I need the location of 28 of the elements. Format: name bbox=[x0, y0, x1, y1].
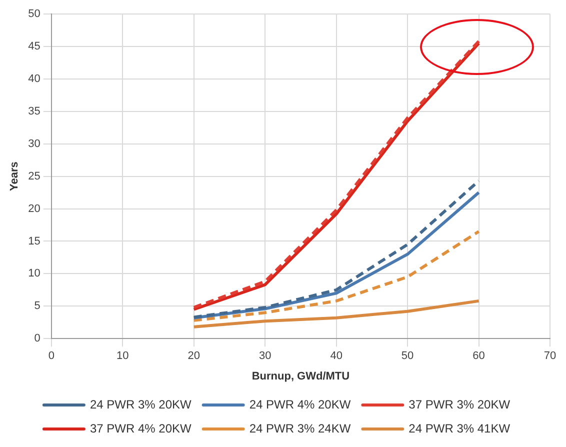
y-tick-label: 0 bbox=[34, 332, 40, 345]
y-tick-label: 25 bbox=[28, 170, 40, 182]
y-tick-label: 45 bbox=[28, 40, 40, 52]
y-tick-label: 20 bbox=[28, 202, 40, 215]
x-axis-title: Burnup, GWd/MTU bbox=[252, 370, 350, 382]
x-tick-label: 40 bbox=[330, 350, 342, 362]
y-tick-label: 30 bbox=[28, 138, 40, 150]
x-tick-label: 50 bbox=[401, 350, 414, 362]
y-tick-label: 50 bbox=[28, 8, 40, 20]
x-tick-label: 10 bbox=[116, 350, 129, 362]
legend-label: 24 PWR 4% 20KW bbox=[249, 397, 352, 412]
x-tick-label: 60 bbox=[472, 350, 485, 362]
y-tick-label: 40 bbox=[28, 72, 40, 85]
y-tick-label: 10 bbox=[28, 268, 40, 280]
y-tick-label: 5 bbox=[34, 300, 40, 312]
line-series bbox=[192, 230, 480, 322]
legend-label: 24 PWR 3% 20KW bbox=[90, 397, 192, 412]
x-tick-label: 20 bbox=[188, 350, 200, 362]
x-tick-label: 70 bbox=[544, 350, 556, 362]
y-tick-label: 35 bbox=[28, 105, 40, 118]
legend-label: 24 PWR 3% 24KW bbox=[249, 421, 352, 436]
legend-label: 24 PWR 3% 41KW bbox=[408, 421, 511, 436]
legend-label: 37 PWR 4% 20KW bbox=[90, 421, 192, 436]
x-tick-label: 0 bbox=[48, 350, 54, 362]
y-tick-label: 15 bbox=[28, 235, 40, 248]
y-axis-title: Years bbox=[8, 162, 21, 191]
x-tick-label: 30 bbox=[258, 350, 272, 362]
legend-label: 37 PWR 3% 20KW bbox=[408, 397, 511, 412]
